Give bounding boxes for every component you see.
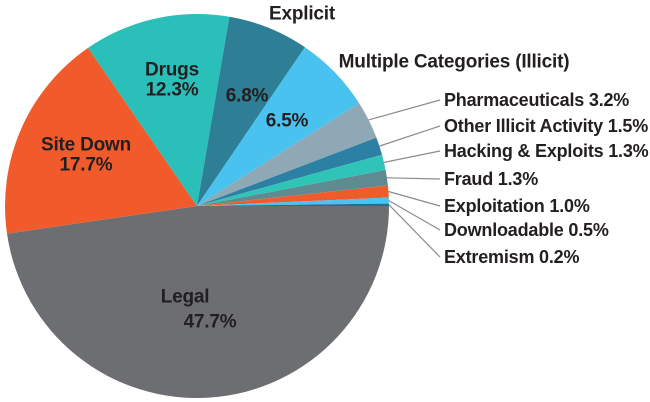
leader-line-pharmaceuticals-3-2 [368,99,441,121]
leader-line-other-illicit-activity-1-5 [379,125,441,147]
slice-label-legal: Legal [160,286,210,308]
pie-slice-other-illicit-activity [197,137,383,206]
slice-label-explicit: Explicit [269,3,335,25]
pie-slice-exploitation [197,185,389,206]
slice-label-site-down: Site Down 17.7% [40,134,132,175]
callout-label-extremism: Extremism 0.2% [444,247,580,267]
slice-value-multiple-categories: 6.5% [265,110,309,132]
pie-slice-pharmaceuticals [197,103,377,206]
callout-label-other-illicit-activity: Other Illicit Activity 1.5% [444,116,648,136]
leader-line-exploitation-1-0 [388,190,441,207]
pie-slice-downloadable [197,197,389,206]
pie-slice-hacking-exploits [197,154,386,206]
pie-slice-fraud [197,170,388,206]
pie-slice-drugs [88,14,230,206]
callout-label-exploitation: Exploitation 1.0% [444,196,590,216]
pie-slice-site-down [4,47,198,234]
callout-label-downloadable: Downloadable 0.5% [444,220,609,240]
callout-label-pharmaceuticals: Pharmaceuticals 3.2% [444,90,630,110]
slice-label-multiple-categories: Multiple Categories (Illicit) [338,51,570,73]
pie-slice-legal [7,206,389,399]
slice-label-drugs-name: Drugs [145,59,199,81]
slice-value-explicit: 6.8% [225,85,269,107]
slice-value-legal: 47.7% [183,311,237,333]
leader-line-downloadable-0-5 [388,200,441,231]
slice-label-drugs: Drugs 12.3% [145,59,199,100]
pie-slice-explicit [197,16,305,207]
leader-line-hacking-exploits-1-3 [383,150,441,163]
slice-value-drugs: 12.3% [145,79,199,100]
leader-line-extremism-0-2 [388,204,441,258]
slice-label-site-down-name: Site Down [40,134,132,156]
callout-label-fraud: Fraud 1.3% [444,169,539,189]
pie-slice-multiple-categories-illicit [197,47,360,207]
slice-value-site-down: 17.7% [59,154,113,175]
pie-slice-extremism [197,203,389,206]
leader-line-fraud-1-3 [386,177,441,180]
callout-label-hacking-exploits: Hacking & Exploits 1.3% [444,141,649,161]
